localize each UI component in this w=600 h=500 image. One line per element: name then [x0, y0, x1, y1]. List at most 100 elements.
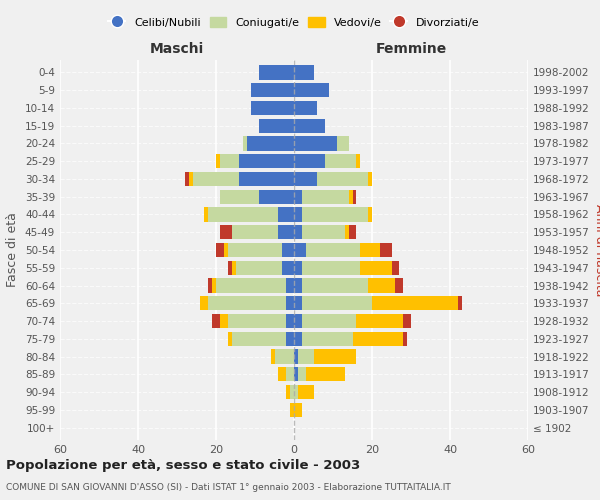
Bar: [294, 314, 302, 328]
Bar: [232, 332, 286, 346]
Bar: [278, 208, 294, 222]
Y-axis label: Anni di nascita: Anni di nascita: [593, 204, 600, 296]
Bar: [294, 260, 302, 275]
Bar: [294, 101, 317, 115]
Bar: [208, 296, 286, 310]
Bar: [208, 208, 278, 222]
Bar: [290, 402, 294, 417]
Bar: [224, 243, 228, 257]
Bar: [259, 118, 294, 133]
Bar: [228, 314, 286, 328]
Bar: [392, 260, 400, 275]
Bar: [306, 367, 344, 382]
Bar: [220, 314, 228, 328]
Bar: [298, 385, 314, 399]
Bar: [294, 367, 298, 382]
Bar: [193, 172, 239, 186]
Bar: [294, 385, 298, 399]
Bar: [349, 225, 356, 240]
Bar: [247, 136, 294, 150]
Bar: [283, 260, 294, 275]
Bar: [271, 350, 275, 364]
Text: Popolazione per età, sesso e stato civile - 2003: Popolazione per età, sesso e stato civil…: [6, 460, 360, 472]
Bar: [302, 296, 372, 310]
Bar: [458, 296, 462, 310]
Bar: [294, 154, 325, 168]
Bar: [353, 332, 403, 346]
Bar: [228, 260, 232, 275]
Bar: [275, 350, 294, 364]
Bar: [325, 154, 356, 168]
Bar: [294, 190, 302, 204]
Bar: [294, 118, 325, 133]
Bar: [220, 225, 232, 240]
Text: Femmine: Femmine: [376, 42, 446, 56]
Bar: [216, 243, 224, 257]
Bar: [294, 350, 298, 364]
Bar: [302, 332, 353, 346]
Bar: [294, 243, 306, 257]
Bar: [232, 260, 235, 275]
Bar: [294, 332, 302, 346]
Bar: [302, 314, 356, 328]
Bar: [356, 314, 403, 328]
Bar: [278, 225, 294, 240]
Bar: [302, 190, 349, 204]
Bar: [360, 260, 392, 275]
Bar: [235, 260, 283, 275]
Bar: [368, 208, 372, 222]
Bar: [290, 385, 294, 399]
Bar: [200, 296, 208, 310]
Bar: [286, 314, 294, 328]
Bar: [298, 367, 306, 382]
Bar: [244, 136, 247, 150]
Bar: [298, 350, 314, 364]
Bar: [314, 350, 356, 364]
Bar: [204, 208, 208, 222]
Bar: [228, 243, 283, 257]
Bar: [337, 136, 349, 150]
Bar: [286, 367, 294, 382]
Bar: [294, 136, 337, 150]
Bar: [294, 83, 329, 98]
Bar: [380, 243, 392, 257]
Bar: [317, 172, 368, 186]
Bar: [353, 190, 356, 204]
Text: COMUNE DI SAN GIOVANNI D'ASSO (SI) - Dati ISTAT 1° gennaio 2003 - Elaborazione T: COMUNE DI SAN GIOVANNI D'ASSO (SI) - Dat…: [6, 484, 451, 492]
Bar: [189, 172, 193, 186]
Bar: [220, 154, 239, 168]
Bar: [286, 296, 294, 310]
Bar: [278, 367, 286, 382]
Bar: [403, 332, 407, 346]
Bar: [360, 243, 380, 257]
Bar: [286, 332, 294, 346]
Bar: [403, 314, 411, 328]
Bar: [239, 154, 294, 168]
Bar: [283, 243, 294, 257]
Bar: [208, 278, 212, 292]
Bar: [251, 83, 294, 98]
Bar: [294, 402, 302, 417]
Bar: [216, 154, 220, 168]
Bar: [368, 278, 395, 292]
Bar: [294, 208, 302, 222]
Bar: [372, 296, 458, 310]
Bar: [228, 332, 232, 346]
Bar: [212, 314, 220, 328]
Bar: [349, 190, 353, 204]
Bar: [294, 172, 317, 186]
Bar: [395, 278, 403, 292]
Bar: [220, 190, 259, 204]
Bar: [306, 243, 360, 257]
Bar: [302, 260, 360, 275]
Bar: [232, 225, 278, 240]
Bar: [294, 225, 302, 240]
Bar: [294, 278, 302, 292]
Bar: [294, 66, 314, 80]
Legend: Celibi/Nubili, Coniugati/e, Vedovi/e, Divorziati/e: Celibi/Nubili, Coniugati/e, Vedovi/e, Di…: [104, 12, 484, 32]
Text: Maschi: Maschi: [150, 42, 204, 56]
Bar: [302, 225, 344, 240]
Bar: [286, 385, 290, 399]
Bar: [185, 172, 188, 186]
Bar: [251, 101, 294, 115]
